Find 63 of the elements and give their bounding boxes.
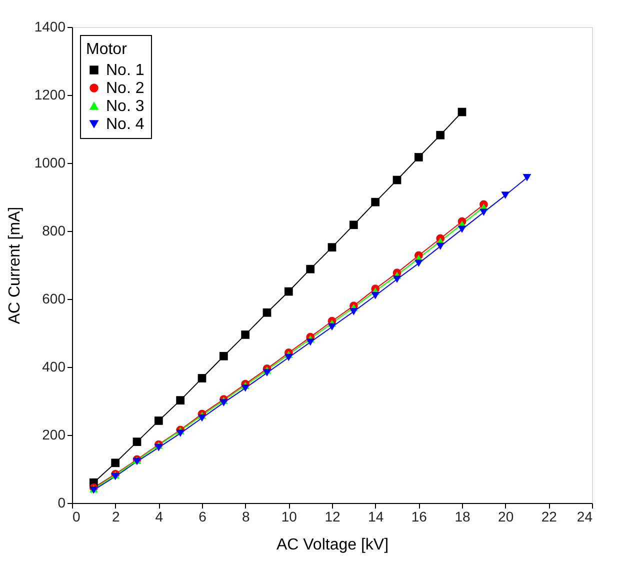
point	[219, 352, 228, 360]
point	[176, 396, 185, 405]
legend-label: No. 2	[106, 80, 144, 97]
x-axis-title: AC Voltage [kV]	[276, 536, 389, 554]
point	[328, 323, 336, 331]
point	[176, 430, 185, 437]
point	[284, 287, 293, 296]
point	[241, 330, 250, 339]
point	[262, 369, 272, 376]
point	[349, 220, 358, 230]
x-tick-label: 4	[155, 508, 164, 524]
point	[501, 192, 510, 199]
point	[198, 374, 206, 382]
point	[219, 399, 228, 406]
y-tick-label: 200	[42, 426, 66, 442]
x-tick-label: 18	[454, 508, 470, 524]
point	[392, 176, 402, 184]
point	[198, 414, 206, 422]
y-tick-label: 0	[58, 494, 66, 510]
x-tick-label: 10	[281, 508, 298, 524]
y-tick-label: 1000	[34, 154, 66, 170]
point	[458, 108, 466, 116]
point	[522, 174, 532, 182]
point	[436, 130, 445, 140]
point	[154, 416, 163, 425]
point	[371, 198, 380, 206]
legend-label: No. 4	[106, 116, 144, 133]
x-tick-label: 20	[498, 508, 514, 524]
x-tick-label: 14	[368, 508, 384, 524]
y-tick-label: 1400	[34, 18, 66, 34]
point	[371, 292, 380, 300]
x-tick-label: 22	[541, 508, 558, 524]
point	[414, 153, 423, 162]
x-tick-label: 6	[198, 508, 207, 524]
point	[392, 276, 402, 283]
x-tick-label: 8	[242, 508, 250, 524]
y-tick-label: 1200	[34, 86, 66, 102]
point	[262, 308, 272, 317]
point	[436, 242, 445, 250]
point	[306, 264, 315, 274]
point	[458, 226, 466, 233]
point	[284, 354, 293, 362]
point	[154, 444, 163, 452]
y-axis-title: AC Current [mA]	[6, 206, 24, 324]
point	[414, 260, 423, 267]
y-tick-label: 600	[42, 290, 66, 306]
legend-label: No. 1	[106, 62, 144, 79]
point	[306, 338, 315, 346]
point	[111, 458, 120, 468]
point	[132, 438, 142, 446]
x-tick-label: 12	[324, 508, 340, 524]
x-tick-label: 16	[411, 508, 428, 524]
y-tick-label: 800	[42, 222, 66, 238]
legend-label: No. 3	[106, 98, 144, 115]
y-tick-label: 400	[42, 358, 66, 374]
x-tick-label: 2	[112, 508, 120, 524]
point	[349, 308, 358, 316]
legend-title: Motor	[86, 41, 128, 58]
point	[328, 243, 336, 252]
point	[479, 208, 488, 216]
point	[241, 384, 250, 392]
x-tick-label: 0	[72, 508, 80, 524]
x-tick-label: 24	[576, 508, 593, 524]
